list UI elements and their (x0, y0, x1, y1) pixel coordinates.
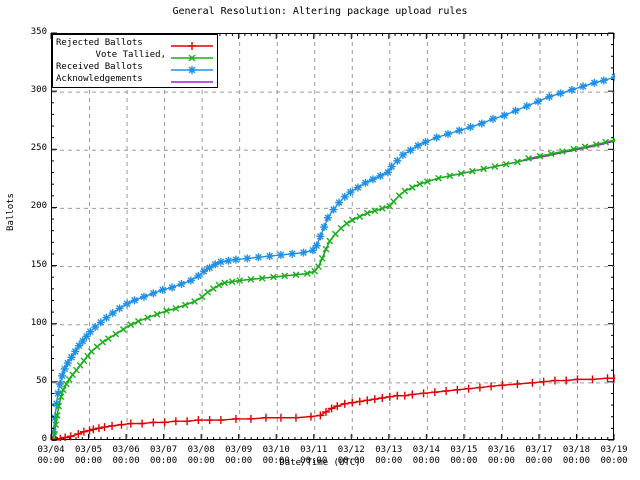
x-tick-date: 03/16 (487, 445, 515, 455)
legend-item[interactable]: Vote Tallied, (56, 49, 214, 62)
x-tick-time: 00:00 (450, 456, 478, 466)
y-tick-label: 50 (36, 375, 47, 386)
x-tick-label: 03/06 00:00 (103, 445, 149, 467)
x-tick-label: 03/19 00:00 (591, 445, 637, 467)
x-tick-label: 03/15 00:00 (441, 445, 487, 467)
x-tick-date: 03/10 (262, 445, 290, 455)
x-tick-date: 03/05 (74, 445, 103, 455)
x-tick-time: 00:00 (300, 456, 328, 466)
y-axis-tick-labels: 0 50 100 150 200 250 300 350 (0, 0, 47, 480)
legend-line-sample (170, 49, 214, 62)
legend-line-sample (170, 61, 214, 74)
x-tick-label: 03/18 00:00 (553, 445, 599, 467)
legend-label: Vote Tallied, (95, 50, 166, 60)
y-tick-label: 350 (30, 27, 47, 37)
x-tick-time: 00:00 (37, 456, 65, 466)
x-tick-date: 03/19 (600, 445, 628, 455)
x-tick-label: 03/09 00:00 (216, 445, 262, 467)
chart-legend: Rejected Ballots Vote Tallied, Received Ba… (52, 34, 218, 88)
data-series-layer (52, 73, 615, 441)
x-axis-title: Date/Time (UTC) (279, 458, 361, 468)
legend-label: Rejected Ballots (56, 38, 143, 48)
x-tick-time: 00:00 (187, 456, 215, 466)
x-tick-date: 03/07 (150, 445, 178, 455)
legend-line-sample (170, 73, 214, 85)
x-tick-time: 00:00 (112, 456, 140, 466)
y-tick-label: 250 (30, 143, 47, 154)
x-tick-date: 03/18 (562, 445, 590, 455)
x-tick-date: 03/04 (37, 445, 65, 455)
x-tick-time: 00:00 (262, 456, 290, 466)
y-tick-label: 0 (41, 434, 47, 444)
x-tick-time: 00:00 (337, 456, 365, 466)
x-tick-label: 03/08 00:00 (178, 445, 224, 467)
y-tick-label: 100 (30, 317, 47, 328)
x-tick-date: 03/12 (337, 445, 365, 455)
x-tick-time: 00:00 (74, 456, 103, 466)
x-tick-label: 03/13 00:00 (366, 445, 412, 467)
legend-item[interactable]: Rejected Ballots (56, 37, 214, 50)
series-rejected-ballots (52, 374, 615, 441)
x-tick-label: 03/04 00:00 (28, 445, 74, 467)
x-tick-label: 03/10 00:00 (253, 445, 299, 467)
x-tick-time: 00:00 (562, 456, 590, 466)
x-tick-date: 03/09 (225, 445, 253, 455)
x-tick-date: 03/14 (412, 445, 440, 455)
x-tick-date: 03/08 (187, 445, 215, 455)
x-tick-time: 00:00 (600, 456, 628, 466)
legend-item[interactable]: Acknowledgements (56, 73, 214, 85)
x-tick-time: 00:00 (375, 456, 403, 466)
x-tick-label: 03/12 00:00 (328, 445, 374, 467)
y-tick-label: 200 (30, 201, 47, 212)
series-vote-tallied (52, 136, 615, 441)
x-tick-date: 03/15 (450, 445, 478, 455)
legend-label: Acknowledgements (56, 74, 143, 84)
x-tick-time: 00:00 (525, 456, 553, 466)
y-tick-label: 300 (30, 85, 47, 96)
x-tick-date: 03/13 (375, 445, 403, 455)
x-tick-label: 03/07 00:00 (141, 445, 187, 467)
legend-line-sample (170, 37, 214, 50)
x-tick-label: 03/05 00:00 (66, 445, 112, 467)
x-tick-label: 03/14 00:00 (403, 445, 449, 467)
legend-item[interactable]: Received Ballots (56, 61, 214, 74)
x-tick-date: 03/17 (525, 445, 553, 455)
y-tick-label: 150 (30, 259, 47, 270)
x-tick-label: 03/17 00:00 (516, 445, 562, 467)
x-tick-time: 00:00 (412, 456, 440, 466)
x-tick-label: 03/16 00:00 (478, 445, 524, 467)
x-tick-date: 03/06 (112, 445, 140, 455)
x-tick-label: 03/11 00:00 (291, 445, 337, 467)
x-tick-time: 00:00 (150, 456, 178, 466)
legend-label: Received Ballots (56, 62, 143, 72)
x-tick-time: 00:00 (225, 456, 253, 466)
plot-area (51, 33, 615, 441)
chart-title: General Resolution: Altering package upl… (172, 6, 468, 17)
x-tick-date: 03/11 (300, 445, 328, 455)
series-received-ballots (52, 73, 615, 441)
x-tick-time: 00:00 (487, 456, 515, 466)
